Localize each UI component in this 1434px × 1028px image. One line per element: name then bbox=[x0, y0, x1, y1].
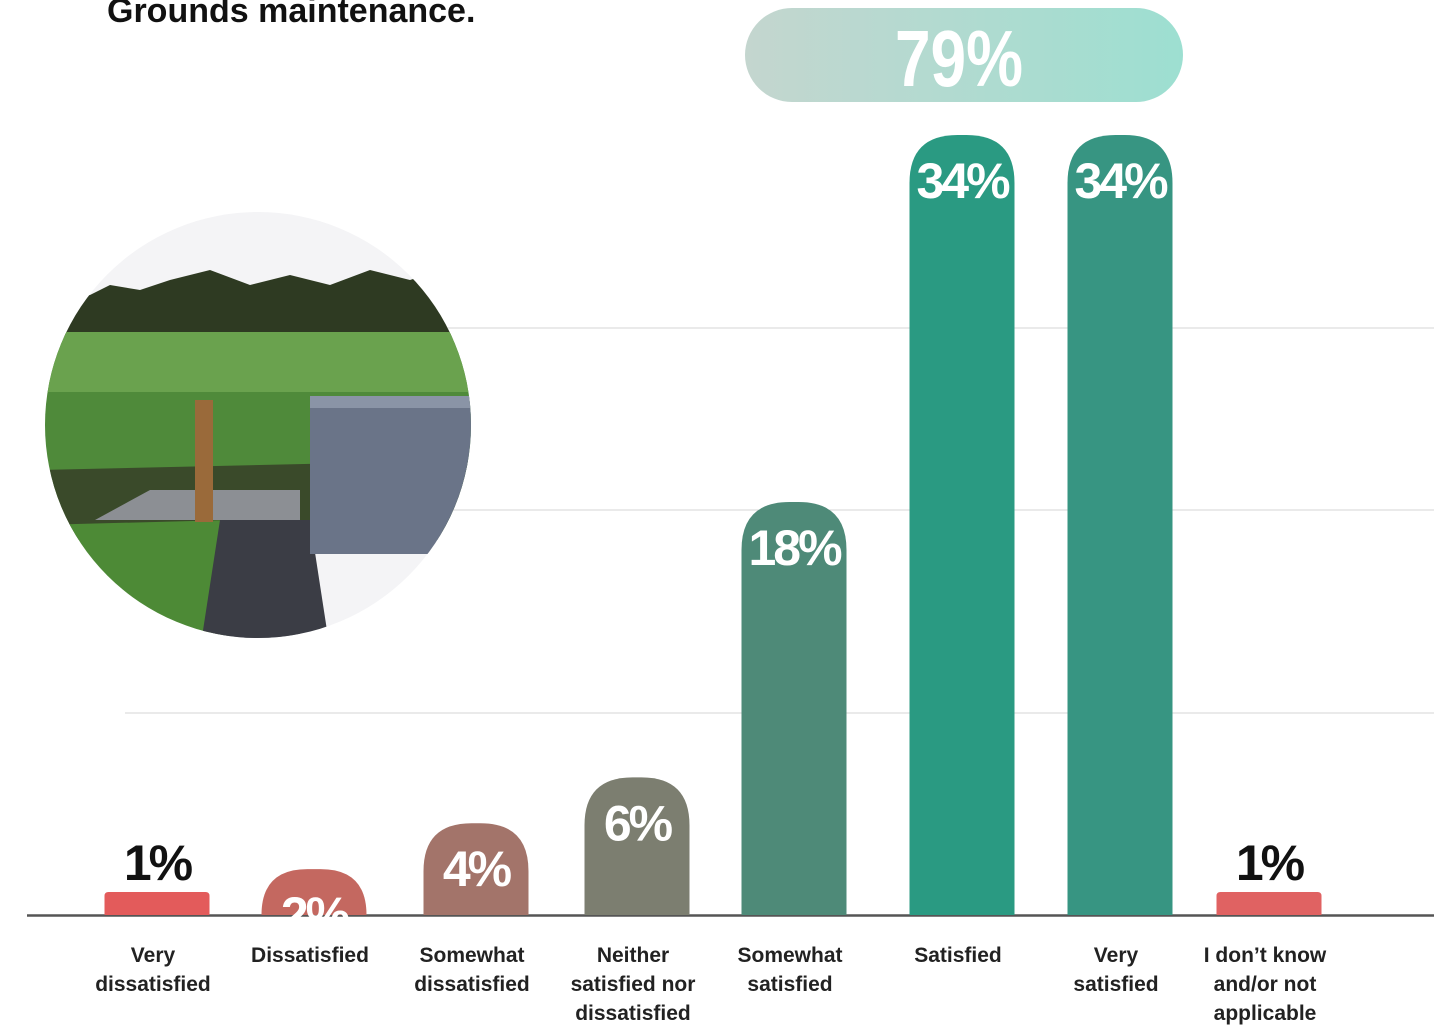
value-label: 2% bbox=[281, 887, 350, 943]
bar bbox=[261, 869, 367, 915]
x-tick-label: Dissatisfied bbox=[251, 944, 369, 967]
x-tick-label: Neither satisfied nor dissatisfied bbox=[570, 944, 696, 1025]
chart-title: Grounds maintenance. bbox=[107, 0, 476, 30]
value-label: 1% bbox=[1236, 835, 1305, 891]
bar bbox=[1216, 892, 1322, 915]
x-tick-label: Very satisfied bbox=[1073, 944, 1159, 996]
bar bbox=[104, 892, 210, 915]
bar bbox=[909, 135, 1015, 915]
bar bbox=[1067, 135, 1173, 915]
x-tick-label: Satisfied bbox=[914, 944, 1002, 967]
bar bbox=[423, 823, 529, 915]
total-pill bbox=[745, 8, 1183, 102]
bar bbox=[584, 777, 690, 915]
x-tick-label: Very dissatisfied bbox=[95, 944, 211, 996]
value-label: 1% bbox=[124, 835, 193, 891]
total-label: 79% bbox=[895, 14, 1023, 103]
bar bbox=[741, 502, 847, 915]
x-tick-label: Somewhat satisfied bbox=[737, 944, 843, 996]
value-label: 6% bbox=[604, 795, 673, 851]
value-label: 4% bbox=[443, 841, 512, 897]
value-label: 34% bbox=[1074, 153, 1168, 209]
x-tick-label: I don’t know and/or not applicable bbox=[1203, 944, 1327, 1025]
value-label: 18% bbox=[748, 520, 842, 576]
photo bbox=[45, 212, 471, 638]
x-tick-label: Somewhat dissatisfied bbox=[414, 944, 530, 996]
value-label: 34% bbox=[916, 153, 1010, 209]
